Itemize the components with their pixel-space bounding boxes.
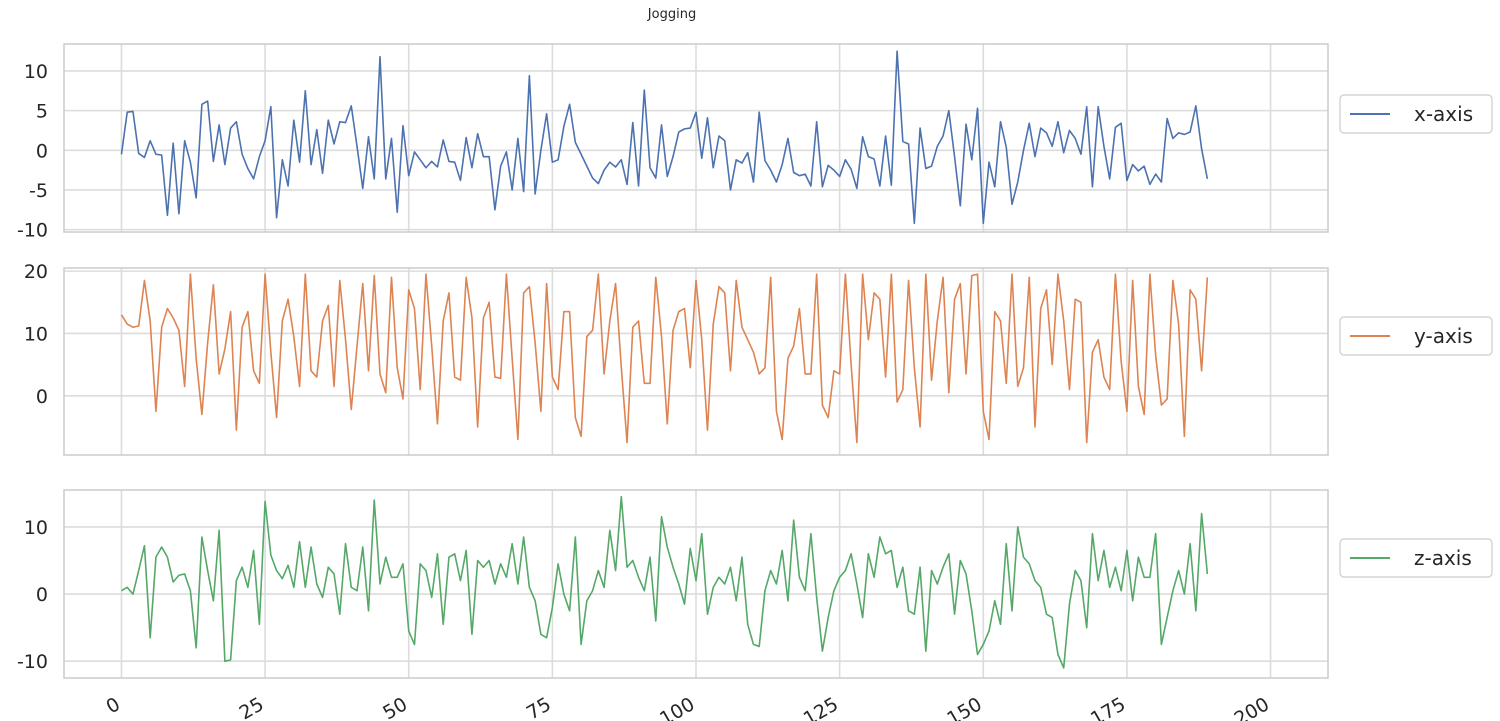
legend: z-axis xyxy=(1339,538,1493,578)
legend-label: x-axis xyxy=(1414,102,1473,126)
axes-frame xyxy=(63,489,1329,679)
x-tick-label: 0 xyxy=(102,693,123,718)
y-tick-label: 5 xyxy=(36,101,48,123)
legend: x-axis xyxy=(1339,94,1493,134)
x-tick-label: 175 xyxy=(1087,693,1129,721)
y-tick-label: 0 xyxy=(36,140,48,162)
x-tick-label: 200 xyxy=(1231,693,1273,721)
series-line-y-axis xyxy=(120,273,1209,444)
legend-box xyxy=(1339,94,1493,134)
y-tick-label: 10 xyxy=(24,61,48,83)
x-tick-label: 25 xyxy=(236,693,268,721)
axes-frame xyxy=(63,43,1329,233)
legend: y-axis xyxy=(1339,316,1493,356)
y-tick-label: 0 xyxy=(36,584,48,606)
legend-label: y-axis xyxy=(1414,324,1473,348)
subplot-2: 0 10 20 y-axis xyxy=(24,261,1493,456)
y-tick-label: 20 xyxy=(24,261,48,283)
series-line-x-axis xyxy=(120,50,1209,225)
x-tick-label: 125 xyxy=(800,693,842,721)
x-tick-label: 150 xyxy=(943,693,985,721)
y-tick-label: 10 xyxy=(24,517,48,539)
x-tick-label: 50 xyxy=(379,693,411,721)
series-line-z-axis xyxy=(121,495,1209,669)
figure-title: Jogging xyxy=(647,7,696,22)
x-tick-label: 100 xyxy=(656,693,698,721)
y-tick-label: -10 xyxy=(17,220,48,242)
y-tick-label: 0 xyxy=(36,386,48,408)
x-tick-label: 75 xyxy=(523,693,555,721)
y-tick-label: 10 xyxy=(24,323,48,345)
axes-frame xyxy=(63,267,1329,456)
legend-box xyxy=(1339,538,1493,578)
y-tick-label: -5 xyxy=(29,180,48,202)
subplot-1: -10 -5 0 5 10 x-axis xyxy=(17,43,1493,242)
legend-label: z-axis xyxy=(1414,546,1472,570)
legend-box xyxy=(1339,316,1493,356)
y-tick-label: -10 xyxy=(17,651,48,673)
